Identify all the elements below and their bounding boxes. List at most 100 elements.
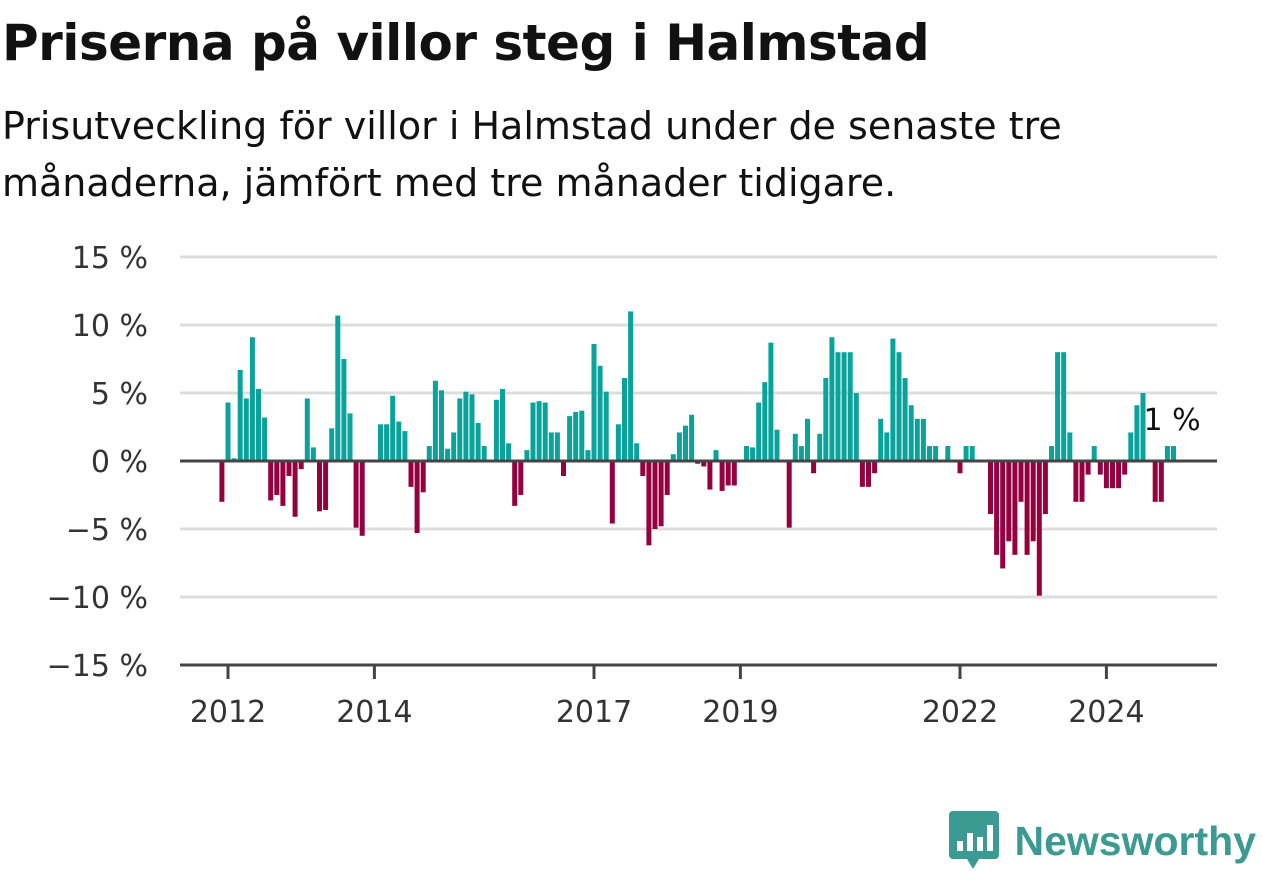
bar: [280, 461, 286, 506]
bar: [859, 461, 865, 487]
bar: [274, 461, 280, 495]
bar: [890, 338, 896, 461]
bar: [853, 393, 859, 461]
bar: [969, 446, 975, 461]
bar: [524, 450, 530, 461]
bar: [310, 447, 316, 461]
bar: [1140, 393, 1146, 461]
axes: [180, 459, 1217, 667]
bar: [512, 461, 518, 506]
bar: [805, 418, 810, 461]
bar: [817, 433, 823, 461]
bar: [823, 378, 829, 461]
bar: [408, 461, 414, 487]
bar: [1018, 461, 1024, 502]
bar: [658, 461, 664, 527]
bar: [615, 424, 621, 461]
bar: [731, 461, 737, 486]
bar: [713, 450, 719, 461]
bar: [1097, 461, 1103, 475]
bar: [500, 388, 505, 461]
bar: [1079, 461, 1085, 502]
x-tick-label: 2019: [702, 695, 778, 730]
bar: [1110, 461, 1115, 489]
bar: [567, 416, 573, 461]
bar: [609, 461, 615, 524]
bar: [927, 446, 932, 461]
bar: [914, 418, 920, 461]
bar: [1134, 405, 1140, 461]
bar: [1000, 461, 1006, 569]
bar: [1036, 461, 1042, 596]
bar: [262, 417, 268, 461]
bar: [384, 424, 390, 461]
bar: [378, 424, 383, 461]
bar: [670, 454, 676, 461]
bar: [847, 352, 853, 461]
bar: [652, 461, 658, 529]
bar: [963, 446, 969, 461]
newsworthy-logo-icon: [948, 811, 999, 869]
bar: [573, 412, 579, 461]
bar: [432, 380, 438, 461]
bar: [622, 378, 627, 461]
bar: [774, 429, 780, 461]
bar: [359, 461, 365, 536]
bar: [561, 461, 566, 476]
bar: [554, 432, 560, 461]
bar: [506, 443, 512, 461]
bar: [1103, 461, 1109, 489]
bar: [957, 461, 963, 474]
bar: [701, 461, 707, 467]
bar: [841, 352, 847, 461]
bar: [1171, 446, 1176, 461]
bar: [994, 461, 1000, 555]
bar: [1055, 352, 1061, 461]
bar: [219, 461, 225, 502]
bar: [988, 461, 993, 515]
bar: [628, 311, 634, 461]
y-tick-label: 5 %: [91, 377, 148, 412]
y-tick-label: 0 %: [91, 445, 148, 480]
bar: [933, 446, 939, 461]
bar: [786, 461, 792, 528]
bar: [591, 344, 597, 461]
bar: [1067, 432, 1073, 461]
bar: [341, 359, 347, 461]
bar: [640, 461, 646, 476]
bar: [243, 398, 249, 461]
bar: [811, 461, 817, 474]
bar: [683, 425, 688, 461]
bar: [225, 402, 231, 461]
bar: [439, 390, 444, 461]
bar: [725, 461, 731, 486]
bar: [457, 398, 463, 461]
bar: [414, 461, 420, 534]
brand-name: Newsworthy: [1014, 817, 1257, 864]
bar: [292, 461, 298, 517]
bar: [304, 398, 310, 461]
bar: [481, 446, 487, 461]
chart-title: Priserna på villor steg i Halmstad: [2, 14, 930, 72]
gridlines: [180, 255, 1217, 599]
y-tick-label: −15 %: [47, 649, 148, 684]
bar: [1049, 446, 1054, 461]
bar: [878, 418, 884, 461]
bar: [426, 446, 432, 461]
bar: [872, 461, 878, 474]
bar: [585, 450, 591, 461]
bar: [634, 443, 640, 461]
x-tick-label: 2014: [336, 695, 412, 730]
x-axis-ticks: 2012 2014 2017 2019 2022 2024: [190, 665, 1145, 730]
bar: [420, 461, 426, 493]
bar: [1128, 432, 1134, 461]
bar: [463, 391, 469, 461]
bar: [902, 378, 908, 461]
bars: [219, 311, 1176, 596]
bar: [1024, 461, 1030, 555]
bar: [1116, 461, 1122, 489]
bar: [646, 461, 652, 546]
bar: [451, 432, 457, 461]
bar: [908, 405, 914, 461]
bar: [329, 428, 335, 461]
